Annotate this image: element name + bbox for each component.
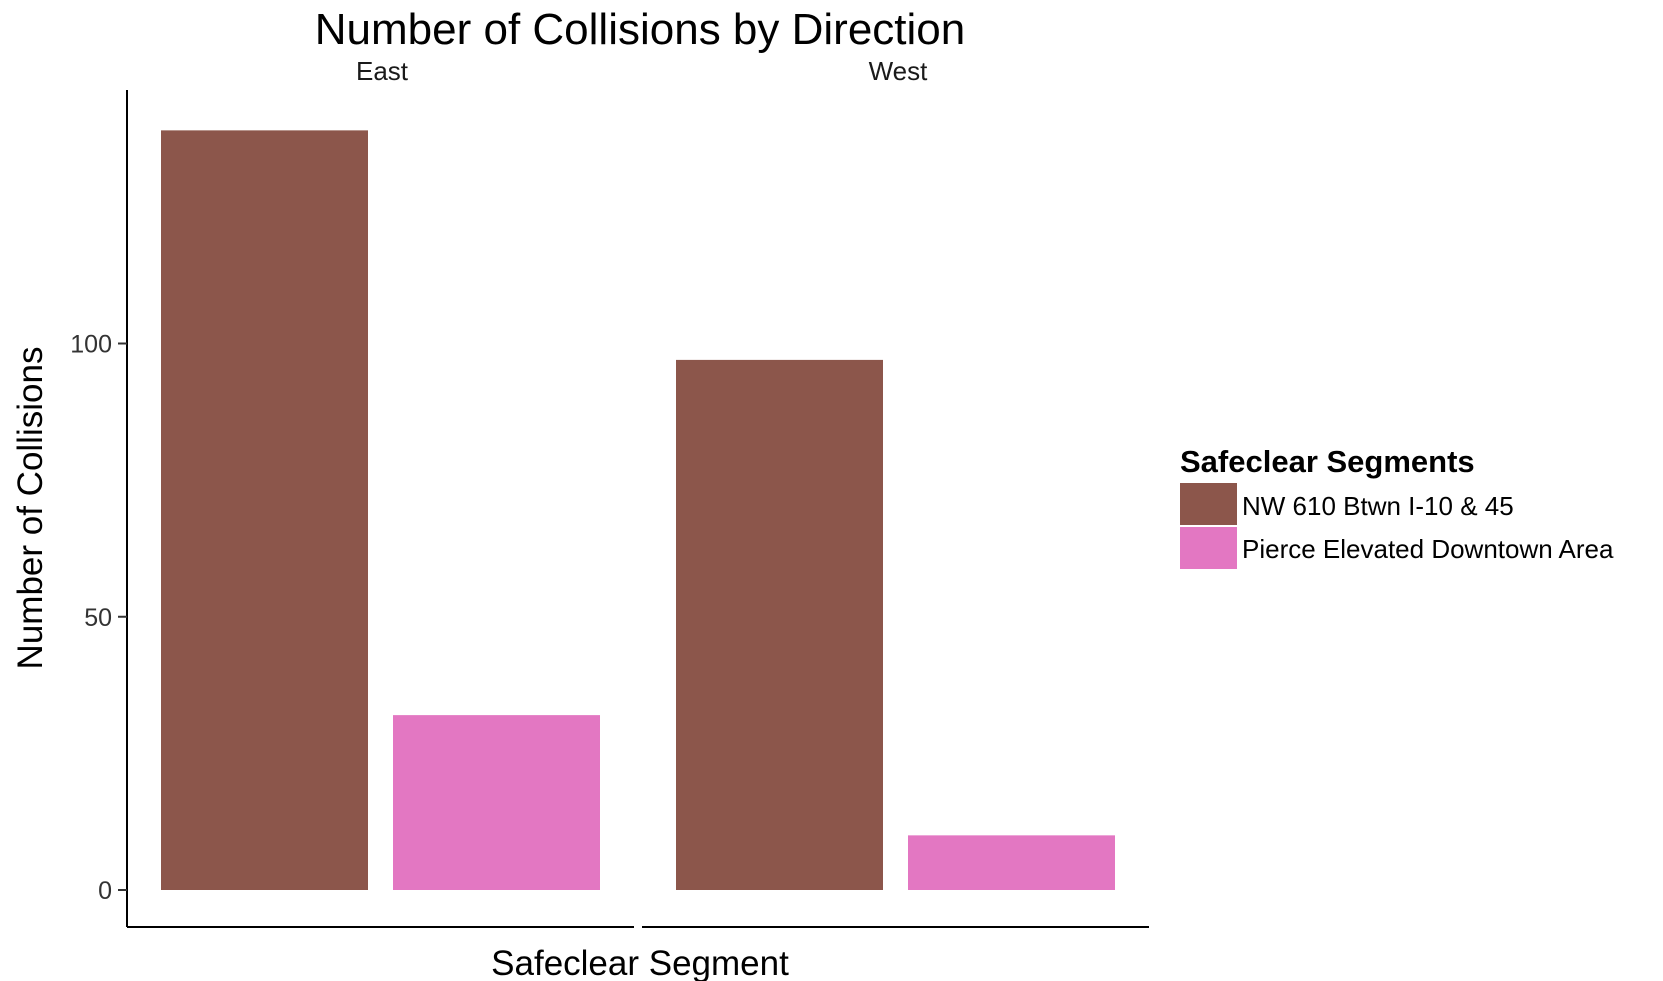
bar-west-pierce (908, 835, 1115, 890)
legend-label-nw610: NW 610 Btwn I-10 & 45 (1242, 491, 1514, 521)
legend-swatch-pierce (1180, 527, 1237, 569)
y-tick-label: 100 (70, 331, 112, 359)
y-axis-title: Number of Collisions (11, 347, 50, 670)
bar-east-nw610 (161, 130, 368, 891)
facet-label-west: West (869, 56, 929, 86)
y-tick-label: 50 (84, 604, 112, 632)
x-axis-title: Safeclear Segment (491, 944, 789, 981)
facet-label-east: East (356, 56, 409, 86)
legend: Safeclear Segments NW 610 Btwn I-10 & 45… (1180, 444, 1614, 569)
legend-swatch-nw610 (1180, 483, 1237, 525)
y-tick-label: 0 (98, 877, 112, 905)
legend-title: Safeclear Segments (1180, 444, 1475, 479)
plot-area: 0 50 100 (70, 90, 1149, 928)
bar-west-nw610 (676, 359, 883, 890)
chart-title: Number of Collisions by Direction (315, 5, 965, 54)
legend-label-pierce: Pierce Elevated Downtown Area (1242, 534, 1614, 564)
bar-east-pierce (393, 715, 600, 890)
